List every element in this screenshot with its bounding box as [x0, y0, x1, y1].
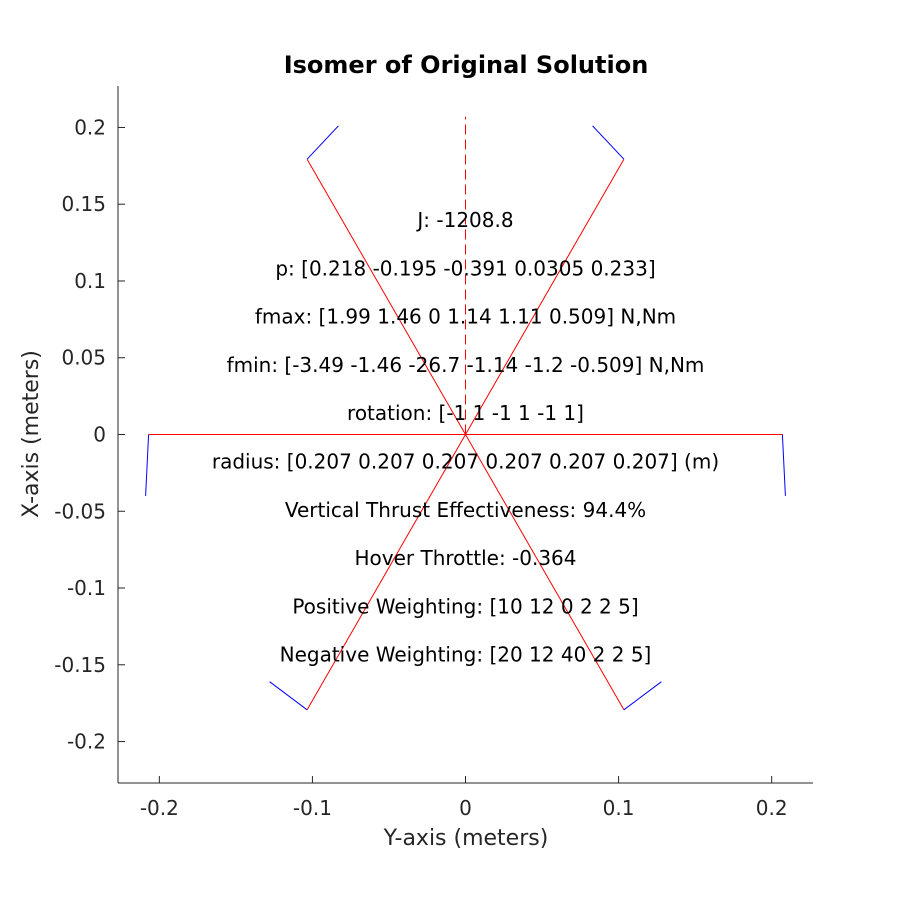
annotation-text: radius: [0.207 0.207 0.207 0.207 0.207 0… — [212, 450, 719, 474]
arm-line — [306, 158, 466, 435]
x-tick-label: -0.2 — [140, 796, 179, 820]
annotation-text: p: [0.218 -0.195 -0.391 0.0305 0.233] — [275, 256, 655, 280]
annotation-text: J: -1208.8 — [415, 208, 513, 232]
chart-title: Isomer of Original Solution — [284, 51, 649, 79]
plot-area: -0.2 -0.1 0 0.1 0.2 0.2 0.15 0.1 0.05 0 -0.05 -0.1 -… — [54, 86, 813, 820]
y-tick-label: -0.05 — [54, 499, 106, 523]
y-tick-label: -0.2 — [67, 730, 106, 754]
y-tick-label: -0.1 — [67, 576, 106, 600]
x-tick-label: 0 — [459, 796, 472, 820]
propeller-line — [306, 125, 339, 160]
propeller-line — [145, 434, 150, 496]
y-tick-label: 0.05 — [61, 346, 106, 370]
arm-line — [306, 434, 466, 711]
annotation-text: rotation: [-1 1 -1 1 -1 1] — [347, 401, 584, 425]
y-tick-label: 0.15 — [61, 192, 106, 216]
annotation-text: Vertical Thrust Effectiveness: 94.4% — [285, 498, 646, 522]
y-axis-label: X-axis (meters) — [19, 350, 44, 518]
annotation-text: Negative Weighting: [20 12 40 2 2 5] — [280, 643, 652, 667]
x-tick-label: -0.1 — [293, 796, 332, 820]
annotation-text: fmax: [1.99 1.46 0 1.14 1.11 0.509] N,Nm — [255, 305, 676, 329]
annotation-text: Positive Weighting: [10 12 0 2 2 5] — [292, 594, 638, 618]
y-tick-label: 0.1 — [74, 269, 106, 293]
y-tick-label: 0.2 — [74, 115, 106, 139]
y-tick-label: -0.15 — [54, 653, 106, 677]
propeller-line — [623, 681, 662, 711]
arm-line — [465, 434, 625, 711]
x-axis-label: Y-axis (meters) — [383, 826, 549, 851]
x-tick-label: 0.2 — [756, 796, 788, 820]
propeller-line — [269, 681, 308, 711]
propeller-line — [592, 125, 625, 160]
x-tick-label: 0.1 — [603, 796, 635, 820]
y-tick-label: 0 — [93, 423, 106, 447]
annotation-text: fmin: [-3.49 -1.46 -26.7 -1.14 -1.2 -0.5… — [227, 353, 705, 377]
propeller-line — [781, 434, 786, 496]
arm-line — [465, 158, 625, 435]
annotation-text: Hover Throttle: -0.364 — [354, 546, 576, 570]
